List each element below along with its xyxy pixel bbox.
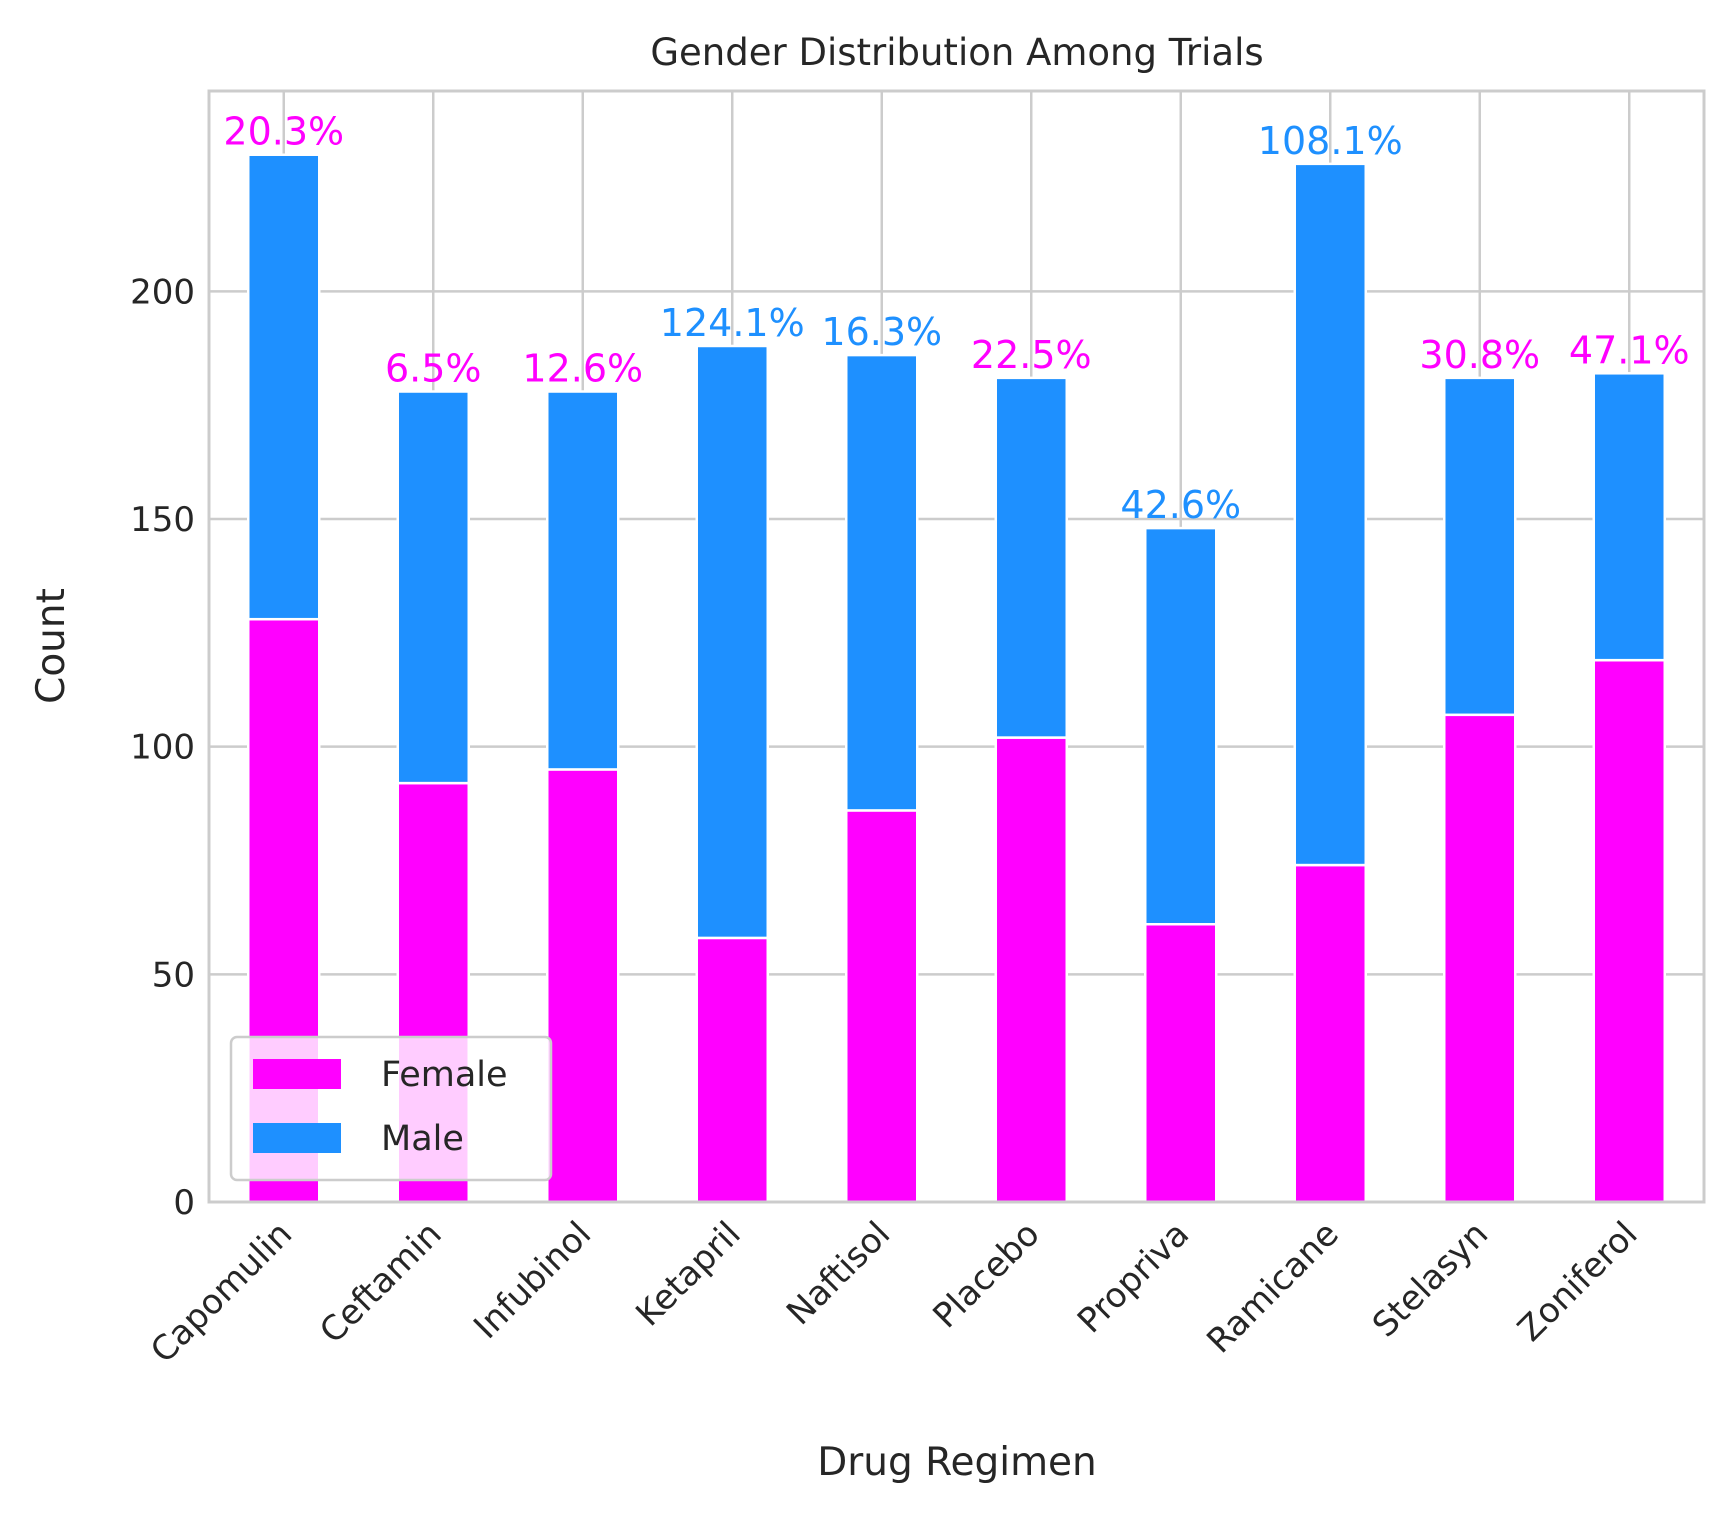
bar-female-zoniferol (1592, 658, 1667, 1204)
x-tick-label: Infubinol (466, 1214, 599, 1347)
bar-female-placebo (994, 736, 1069, 1204)
y-axis-label: Count (29, 588, 74, 704)
bar-male-stelasyn (1442, 376, 1517, 717)
x-tick-label: Naftisol (779, 1214, 898, 1333)
bar-male-ramicane (1293, 162, 1368, 867)
bar-annotation: 124.1% (660, 301, 805, 345)
bar-female-ketapril (695, 936, 770, 1204)
bar-annotation: 6.5% (385, 347, 482, 391)
y-axis-ticks: 0 50 100 150 200 (130, 272, 195, 1223)
legend-swatch-female (253, 1059, 341, 1089)
x-tick-label: Ketapril (628, 1214, 748, 1334)
bar-female-ramicane (1293, 863, 1368, 1204)
bar-annotation: 30.8% (1419, 333, 1540, 377)
bar-male-capomulin (246, 153, 321, 621)
y-tick-label: 50 (152, 955, 195, 995)
bar-annotation: 16.3% (821, 310, 942, 354)
x-axis-label: Drug Regimen (817, 1440, 1097, 1485)
legend-label-male: Male (381, 1119, 464, 1159)
y-tick-label: 0 (173, 1183, 195, 1223)
bar-annotation: 108.1% (1258, 119, 1403, 163)
bar-female-propriva (1143, 923, 1218, 1204)
bar-female-stelasyn (1442, 713, 1517, 1204)
y-tick-label: 200 (130, 272, 195, 312)
bar-annotation: 47.1% (1569, 328, 1690, 372)
bar-male-placebo (994, 376, 1069, 739)
x-tick-label: Capomulin (143, 1214, 300, 1371)
x-tick-label: Placebo (925, 1214, 1047, 1336)
bar-annotations: 20.3% 6.5% 12.6% 124.1% 16.3% 22.5% 42.6% 108.1… (223, 110, 1689, 527)
bar-male-ceftamin (396, 390, 471, 785)
y-tick-label: 150 (130, 500, 195, 540)
legend: Female Male (229, 1035, 553, 1182)
x-tick-label: Ceftamin (312, 1214, 449, 1351)
bar-annotation: 42.6% (1120, 483, 1241, 527)
bar-male-propriva (1143, 526, 1218, 926)
bar-annotation: 12.6% (522, 347, 643, 391)
bar-male-infubinol (545, 390, 620, 771)
chart-title: Gender Distribution Among Trials (650, 31, 1263, 74)
y-tick-label: 100 (130, 728, 195, 768)
bar-male-ketapril (695, 344, 770, 940)
bar-annotation: 22.5% (971, 333, 1092, 377)
x-tick-label: Ramicane (1199, 1214, 1346, 1361)
x-tick-label: Zoniferol (1510, 1214, 1645, 1349)
x-tick-label: Stelasyn (1365, 1214, 1496, 1345)
legend-swatch-male (253, 1123, 341, 1153)
bar-annotation: 20.3% (223, 110, 344, 154)
bar-male-zoniferol (1592, 372, 1667, 662)
plot-frame (207, 89, 1706, 1204)
x-axis-ticks: Capomulin Ceftamin Infubinol Ketapril Naftis… (143, 1214, 1646, 1371)
x-tick-label: Propriva (1070, 1214, 1197, 1341)
legend-label-female: Female (381, 1055, 508, 1095)
bar-female-naftisol (844, 809, 919, 1204)
bar-female-infubinol (545, 768, 620, 1204)
bar-male-naftisol (844, 353, 919, 812)
